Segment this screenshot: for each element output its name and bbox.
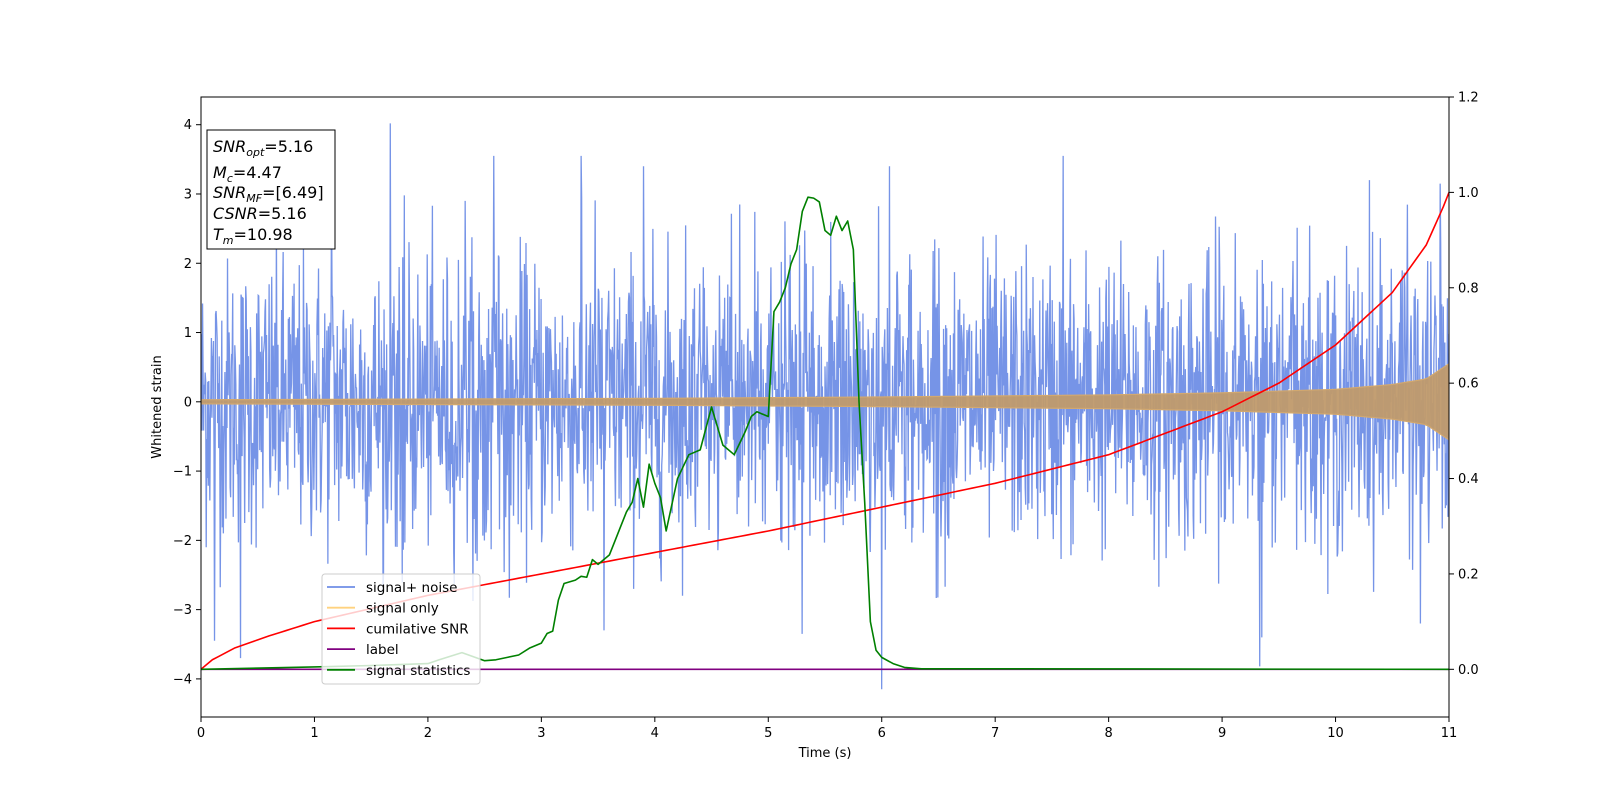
y2-tick-label: 0.6 (1458, 377, 1479, 392)
series-signal-statistics (201, 196, 1449, 671)
y2-tick-label: 0.4 (1458, 472, 1479, 487)
y-tick-label: 4 (184, 118, 192, 133)
x-tick-label: 9 (1218, 726, 1226, 741)
y-axis-left: −4 −3 −2 −1 0 1 2 3 4 (173, 118, 201, 687)
y-axis-label: Whitened strain (150, 355, 165, 458)
legend-label: label (366, 642, 399, 658)
legend-item: label (327, 642, 399, 658)
x-axis-label: Time (s) (798, 746, 852, 761)
series-signal-only (201, 362, 1449, 441)
x-tick-label: 6 (878, 726, 886, 741)
y2-tick-label: 0.8 (1458, 281, 1479, 296)
info-snr-opt: SNRopt=5.16 (213, 137, 313, 159)
info-csnr: CSNR=5.16 (213, 204, 307, 223)
x-tick-label: 11 (1441, 726, 1458, 741)
info-snr-mf: SNRMF=[6.49] (213, 183, 324, 205)
y2-tick-label: 0.0 (1458, 663, 1479, 678)
y-tick-label: 0 (184, 395, 192, 410)
x-tick-label: 0 (197, 726, 205, 741)
x-tick-label: 10 (1327, 726, 1344, 741)
info-box-frame (206, 129, 336, 250)
x-tick-label: 7 (991, 726, 999, 741)
legend-frame (321, 573, 481, 685)
info-mc: Mc=4.47 (213, 163, 282, 185)
info-box: SNRopt=5.16 Mc=4.47 SNRMF=[6.49] CSNR=5.… (206, 129, 336, 250)
plot-frame (200, 96, 1450, 718)
legend: signal+ noise signal only cumilative SNR la… (321, 573, 481, 685)
y-tick-label: 2 (184, 257, 192, 272)
x-tick-label: 5 (764, 726, 772, 741)
y-tick-label: −2 (173, 534, 192, 549)
y2-tick-label: 1.0 (1458, 186, 1479, 201)
info-tm: Tm=10.98 (213, 225, 293, 247)
legend-label: signal+ noise (366, 580, 457, 596)
y-tick-label: 1 (184, 326, 192, 341)
y2-tick-label: 0.2 (1458, 567, 1479, 582)
y-tick-label: 3 (184, 187, 192, 202)
x-tick-label: 2 (424, 726, 432, 741)
x-tick-label: 4 (651, 726, 659, 741)
y-axis-right: 0.0 0.2 0.4 0.6 0.8 1.0 1.2 (1449, 91, 1479, 678)
legend-label: signal statistics (366, 663, 470, 679)
y-tick-label: −3 (173, 603, 192, 618)
x-tick-label: 3 (537, 726, 545, 741)
legend-item: cumilative SNR (327, 621, 469, 637)
y-tick-label: −1 (173, 465, 192, 480)
y2-tick-label: 1.2 (1458, 91, 1479, 106)
series-signal-noise (201, 123, 1449, 690)
legend-item: signal+ noise (327, 580, 457, 596)
x-tick-label: 8 (1104, 726, 1112, 741)
legend-item: signal only (327, 601, 439, 617)
legend-item: signal statistics (327, 663, 470, 679)
y-tick-label: −4 (173, 672, 192, 687)
x-tick-label: 1 (310, 726, 318, 741)
legend-label: signal only (366, 601, 439, 617)
legend-label: cumilative SNR (366, 621, 469, 637)
x-axis: 0 1 2 3 4 5 6 7 8 9 10 11 (197, 717, 1457, 741)
